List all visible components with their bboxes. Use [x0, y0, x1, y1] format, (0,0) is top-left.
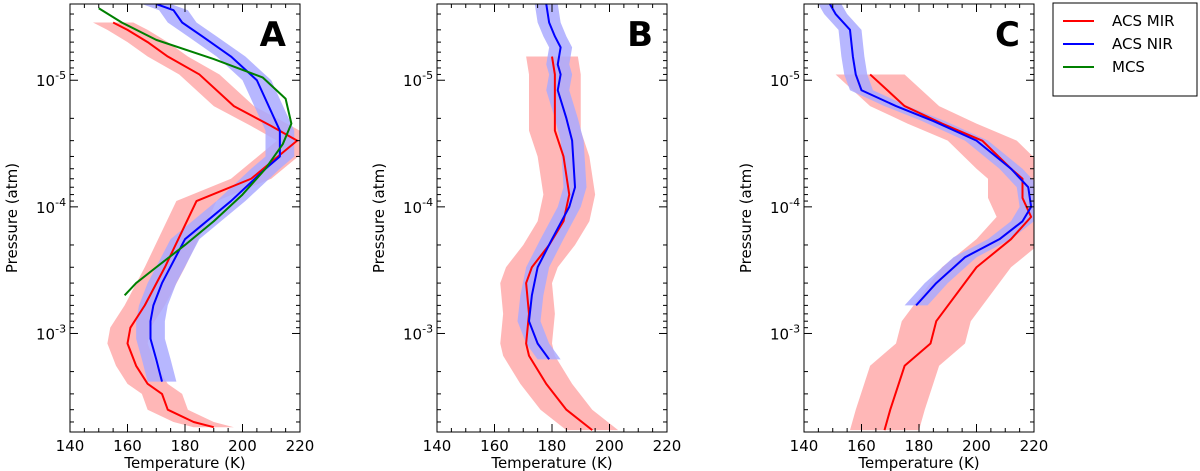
line-acs-mir — [112, 21, 299, 429]
legend-label-acs-mir: ACS MIR — [1112, 12, 1175, 30]
line-acs-nir — [829, 4, 1033, 307]
panel-label: A — [260, 15, 287, 55]
x-tick-label: 180 — [171, 437, 200, 455]
x-tick-label: 160 — [480, 437, 509, 455]
legend-label-mcs: MCS — [1112, 58, 1145, 76]
x-tick-label: 200 — [595, 437, 624, 455]
plot-area — [500, 4, 619, 431]
x-tick-label: 220 — [286, 437, 315, 455]
band-acs-nir — [818, 4, 1034, 306]
legend: ACS MIR ACS NIR MCS — [1052, 2, 1198, 97]
panel-c: 140 160 180 200 220 10-5 10-4 10-3 Temperature (… — [737, 3, 1049, 471]
y-tick-label: 10-4 — [36, 196, 66, 217]
line-acs-nir — [528, 4, 576, 360]
panel-label: B — [627, 15, 653, 55]
y-axis-title: Pressure (atm) — [370, 163, 388, 273]
panel-a: 140 160 180 200 220 10-5 10-4 10-3 Temperature (… — [3, 3, 315, 471]
panel-b: 140 160 180 200 220 10-5 10-4 10-3 Temperature (… — [370, 3, 682, 471]
y-axis-title: Pressure (atm) — [3, 163, 21, 273]
y-tick-label: 10-5 — [36, 69, 66, 90]
y-axis-title: Pressure (atm) — [737, 163, 755, 273]
plot-area — [818, 4, 1034, 431]
y-tick-label: 10-4 — [770, 196, 800, 217]
band-acs-nir — [136, 4, 295, 382]
panel-label: C — [995, 15, 1020, 55]
y-tick-label: 10-3 — [770, 322, 800, 343]
x-tick-label: 200 — [228, 437, 257, 455]
x-axis-title: Temperature (K) — [857, 454, 979, 471]
y-tick-label: 10-5 — [770, 69, 800, 90]
x-tick-label: 180 — [538, 437, 567, 455]
x-tick-label: 160 — [113, 437, 142, 455]
legend-box — [1052, 2, 1198, 97]
x-tick-label: 140 — [790, 437, 819, 455]
x-axis-title: Temperature (K) — [123, 454, 245, 471]
band-acs-nir — [517, 4, 587, 360]
line-acs-mir — [869, 73, 1033, 431]
band-acs-mir — [835, 74, 1034, 431]
x-tick-label: 200 — [962, 437, 991, 455]
panels: 140 160 180 200 220 10-5 10-4 10-3 Temperature (… — [3, 3, 1049, 471]
line-mcs — [98, 7, 293, 297]
x-tick-label: 140 — [56, 437, 85, 455]
y-tick-label: 10-4 — [403, 196, 433, 217]
x-tick-label: 180 — [905, 437, 934, 455]
x-tick-label: 160 — [847, 437, 876, 455]
legend-label-acs-nir: ACS NIR — [1112, 35, 1173, 53]
x-tick-label: 140 — [423, 437, 452, 455]
x-tick-label: 220 — [1020, 437, 1049, 455]
y-tick-label: 10-3 — [36, 322, 66, 343]
x-tick-label: 220 — [653, 437, 682, 455]
y-tick-label: 10-3 — [403, 322, 433, 343]
y-tick-label: 10-5 — [403, 69, 433, 90]
plot-area — [93, 4, 300, 429]
x-axis-title: Temperature (K) — [490, 454, 612, 471]
